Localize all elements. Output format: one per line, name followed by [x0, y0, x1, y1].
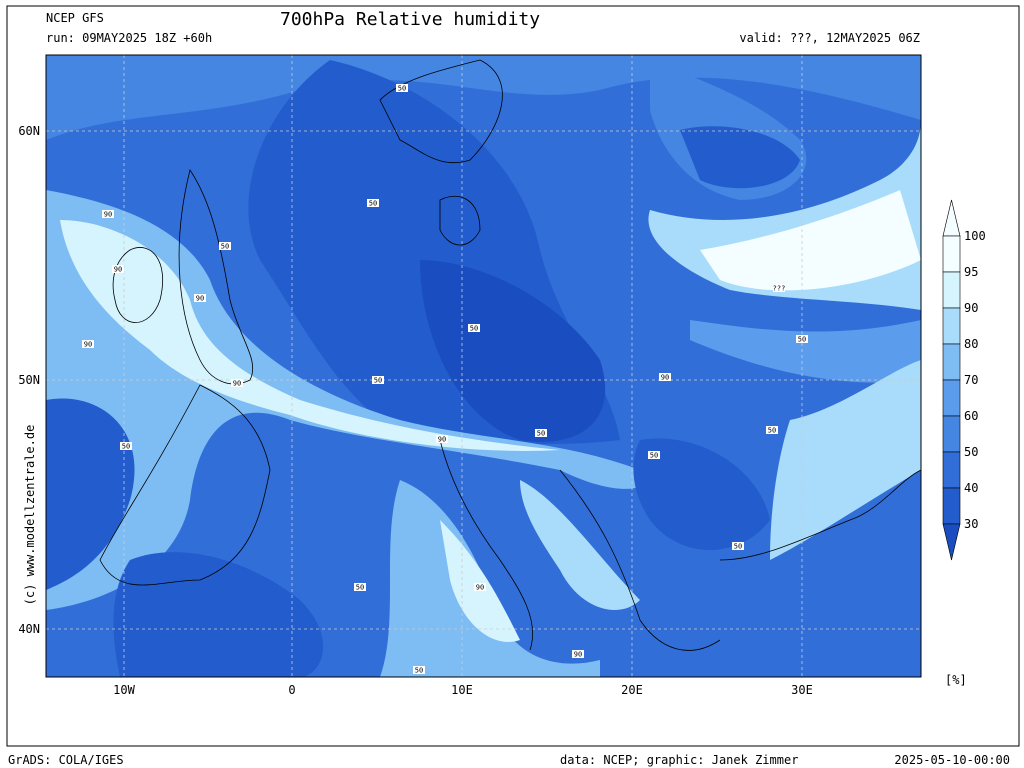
lon-label: 20E [621, 683, 643, 697]
contour-label-box [766, 426, 778, 434]
colorbar-label: 50 [964, 445, 978, 459]
valid-info: valid: ???, 12MAY2025 06Z [739, 31, 920, 45]
contour-label: 90 [196, 295, 204, 303]
contour-label: 90 [104, 211, 112, 219]
contour-label: 90 [476, 584, 484, 592]
lat-label: 60N [18, 124, 40, 138]
contour-label: 90 [574, 651, 582, 659]
contour-label: 50 [734, 543, 742, 551]
contour-label-box [372, 376, 384, 384]
colorbar-cap-bottom [942, 523, 961, 561]
lat-label: 50N [18, 373, 40, 387]
contour-label: 50 [221, 243, 229, 251]
contour-label: 50 [398, 85, 406, 93]
contour-label: 90 [438, 436, 446, 444]
contour-label: 50 [537, 430, 545, 438]
frame [6, 5, 1020, 747]
footer-credits: data: NCEP; graphic: Janek Zimmer [560, 753, 798, 767]
contour-label: 50 [650, 452, 658, 460]
contour-label-box [468, 324, 480, 332]
contour-label: 50 [374, 377, 382, 385]
contour-label-box [120, 442, 132, 450]
contour-label: 50 [768, 427, 776, 435]
colorbar-label: 95 [964, 265, 978, 279]
contour-label-box [535, 429, 547, 437]
contour-label: 90 [114, 266, 122, 274]
model-name: NCEP GFS [46, 11, 104, 25]
lon-label: 10W [113, 683, 135, 697]
footer-software: GrADS: COLA/IGES [8, 753, 124, 767]
footer-date: 2025-05-10-00:00 [894, 753, 1010, 767]
colorbar-segment [942, 235, 961, 273]
colorbar-segment [942, 271, 961, 309]
colorbar-label: 100 [964, 229, 986, 243]
colorbar-label: 60 [964, 409, 978, 423]
contour-label: 50 [470, 325, 478, 333]
lat-label: 40N [18, 622, 40, 636]
contour-label: 50 [356, 584, 364, 592]
contour-label-box [112, 265, 124, 273]
lon-label: 10E [451, 683, 473, 697]
coastlines [99, 59, 921, 651]
contour-label-box [354, 583, 366, 591]
lon-label: 0 [288, 683, 295, 697]
colorbar-segment [942, 379, 961, 417]
colorbar-cap-top [942, 199, 961, 237]
colorbar-segment [942, 415, 961, 453]
contour-label-box [367, 199, 379, 207]
colorbar-label: 70 [964, 373, 978, 387]
colorbar-label: 80 [964, 337, 978, 351]
contour-label: 50 [798, 336, 806, 344]
colorbar-unit: [%] [945, 673, 967, 687]
lon-label: 30E [791, 683, 813, 697]
contour-label-box [773, 284, 785, 292]
contour-label-box [474, 583, 486, 591]
colorbar-segment [942, 487, 961, 525]
contour-label-box [231, 379, 243, 387]
contour-label-box [82, 340, 94, 348]
contour-label: 90 [84, 341, 92, 349]
contour-label: 50 [122, 443, 130, 451]
contour-label-box [648, 451, 660, 459]
contour-label-box [396, 84, 408, 92]
colorbar-segment [942, 343, 961, 381]
contour-label-box [413, 666, 425, 674]
contour-label: 90 [233, 380, 241, 388]
contour-label-box [732, 542, 744, 550]
contour-label-box [436, 435, 448, 443]
contour-label-box [796, 335, 808, 343]
contour-label: 90 [661, 374, 669, 382]
contour-label: ??? [773, 285, 786, 293]
map-title: 700hPa Relative humidity [280, 9, 540, 30]
colorbar-segment [942, 451, 961, 489]
contour-label-box [219, 242, 231, 250]
map-border [45, 54, 922, 678]
watermark: (c) www.modellzentrale.de [23, 425, 37, 606]
contour-label-box [572, 650, 584, 658]
colorbar-label: 90 [964, 301, 978, 315]
graticule [46, 55, 921, 677]
colorbar-segment [942, 307, 961, 345]
contour-label-box [659, 373, 671, 381]
run-info: run: 09MAY2025 18Z +60h [46, 31, 212, 45]
colorbar-label: 40 [964, 481, 978, 495]
colorbar-label: 30 [964, 517, 978, 531]
contour-label: 50 [369, 200, 377, 208]
contour-label-box [194, 294, 206, 302]
contour-label: 50 [415, 667, 423, 675]
contour-label-box [102, 210, 114, 218]
humidity-field: 50 90 50 90 50 90 50 90 50 90 50 50 90 50??? 50 90 50 50 5… [46, 55, 921, 677]
